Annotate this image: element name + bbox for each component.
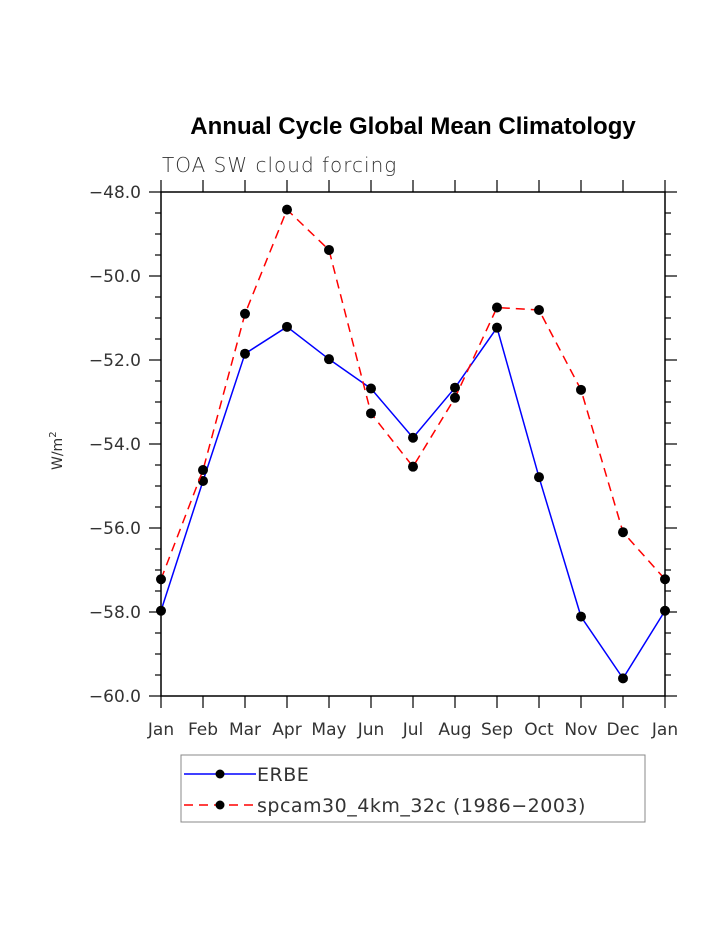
data-point — [408, 461, 418, 472]
x-tick-label: Mar — [229, 720, 261, 740]
data-point — [408, 432, 418, 443]
data-point — [450, 382, 460, 393]
data-point — [492, 322, 502, 333]
data-point — [534, 305, 544, 316]
legend-box — [180, 754, 646, 823]
data-point — [156, 605, 166, 616]
x-tick-label: Jan — [147, 720, 174, 740]
y-tick-label: −48.0 — [89, 183, 141, 203]
data-point — [282, 204, 292, 215]
y-tick-label: −54.0 — [89, 435, 141, 455]
series-0 — [156, 321, 670, 684]
series-1 — [156, 204, 670, 585]
data-point — [660, 574, 670, 585]
data-point — [660, 605, 670, 616]
x-tick-label: Aug — [438, 720, 471, 740]
x-tick-label: Dec — [607, 720, 640, 740]
x-tick-label: Apr — [272, 720, 301, 740]
y-axis-label-text: W/m — [50, 438, 66, 470]
data-point — [366, 408, 376, 419]
data-point — [324, 354, 334, 365]
svg-text:W/m2: W/m2 — [48, 431, 66, 470]
data-point — [618, 673, 628, 684]
axes: −48.0 −50.0 −52.0 −54.0 −56.0 −58.0 −60.0 Jan Fe… — [89, 180, 678, 740]
y-tick-label: −52.0 — [89, 351, 141, 371]
data-point — [324, 244, 334, 255]
series-layer — [156, 204, 670, 684]
y-axis-label-superscript: 2 — [48, 431, 59, 437]
y-tick-label: −56.0 — [89, 519, 141, 539]
legend-marker-erbe — [215, 769, 225, 779]
x-tick-label: Nov — [564, 720, 597, 740]
y-tick-label: −60.0 — [89, 687, 141, 707]
series-line — [160, 325, 666, 680]
data-point — [366, 383, 376, 394]
legend: ERBE spcam30_4km_32c (1986−2003) — [180, 754, 646, 823]
data-point — [492, 302, 502, 313]
data-point — [240, 348, 250, 359]
data-point — [198, 465, 208, 476]
x-tick-label: Oct — [524, 720, 554, 740]
data-point — [576, 384, 586, 395]
x-tick-label: Jan — [651, 720, 678, 740]
data-point — [156, 574, 166, 585]
data-point — [240, 308, 250, 319]
series-line — [160, 208, 666, 580]
plot-frame — [160, 191, 666, 697]
data-point — [576, 611, 586, 622]
x-tick-label: Sep — [481, 720, 513, 740]
x-tick-label: Jul — [402, 720, 424, 740]
x-tick-label: May — [311, 720, 346, 740]
legend-marker-spcam — [215, 800, 225, 810]
data-point — [450, 392, 460, 403]
x-tick-label: Feb — [188, 720, 218, 740]
chart-subtitle: TOA SW cloud forcing — [162, 153, 397, 177]
data-point — [618, 527, 628, 538]
data-point — [534, 472, 544, 483]
legend-label-erbe: ERBE — [257, 764, 309, 786]
legend-label-spcam: spcam30_4km_32c (1986−2003) — [257, 795, 586, 817]
x-tick-label: Jun — [357, 720, 385, 740]
y-axis-label: W/m2 — [48, 431, 66, 470]
y-tick-label: −50.0 — [89, 267, 141, 287]
chart-title: Annual Cycle Global Mean Climatology — [190, 113, 636, 140]
y-tick-label: −58.0 — [89, 603, 141, 623]
data-point — [282, 321, 292, 332]
